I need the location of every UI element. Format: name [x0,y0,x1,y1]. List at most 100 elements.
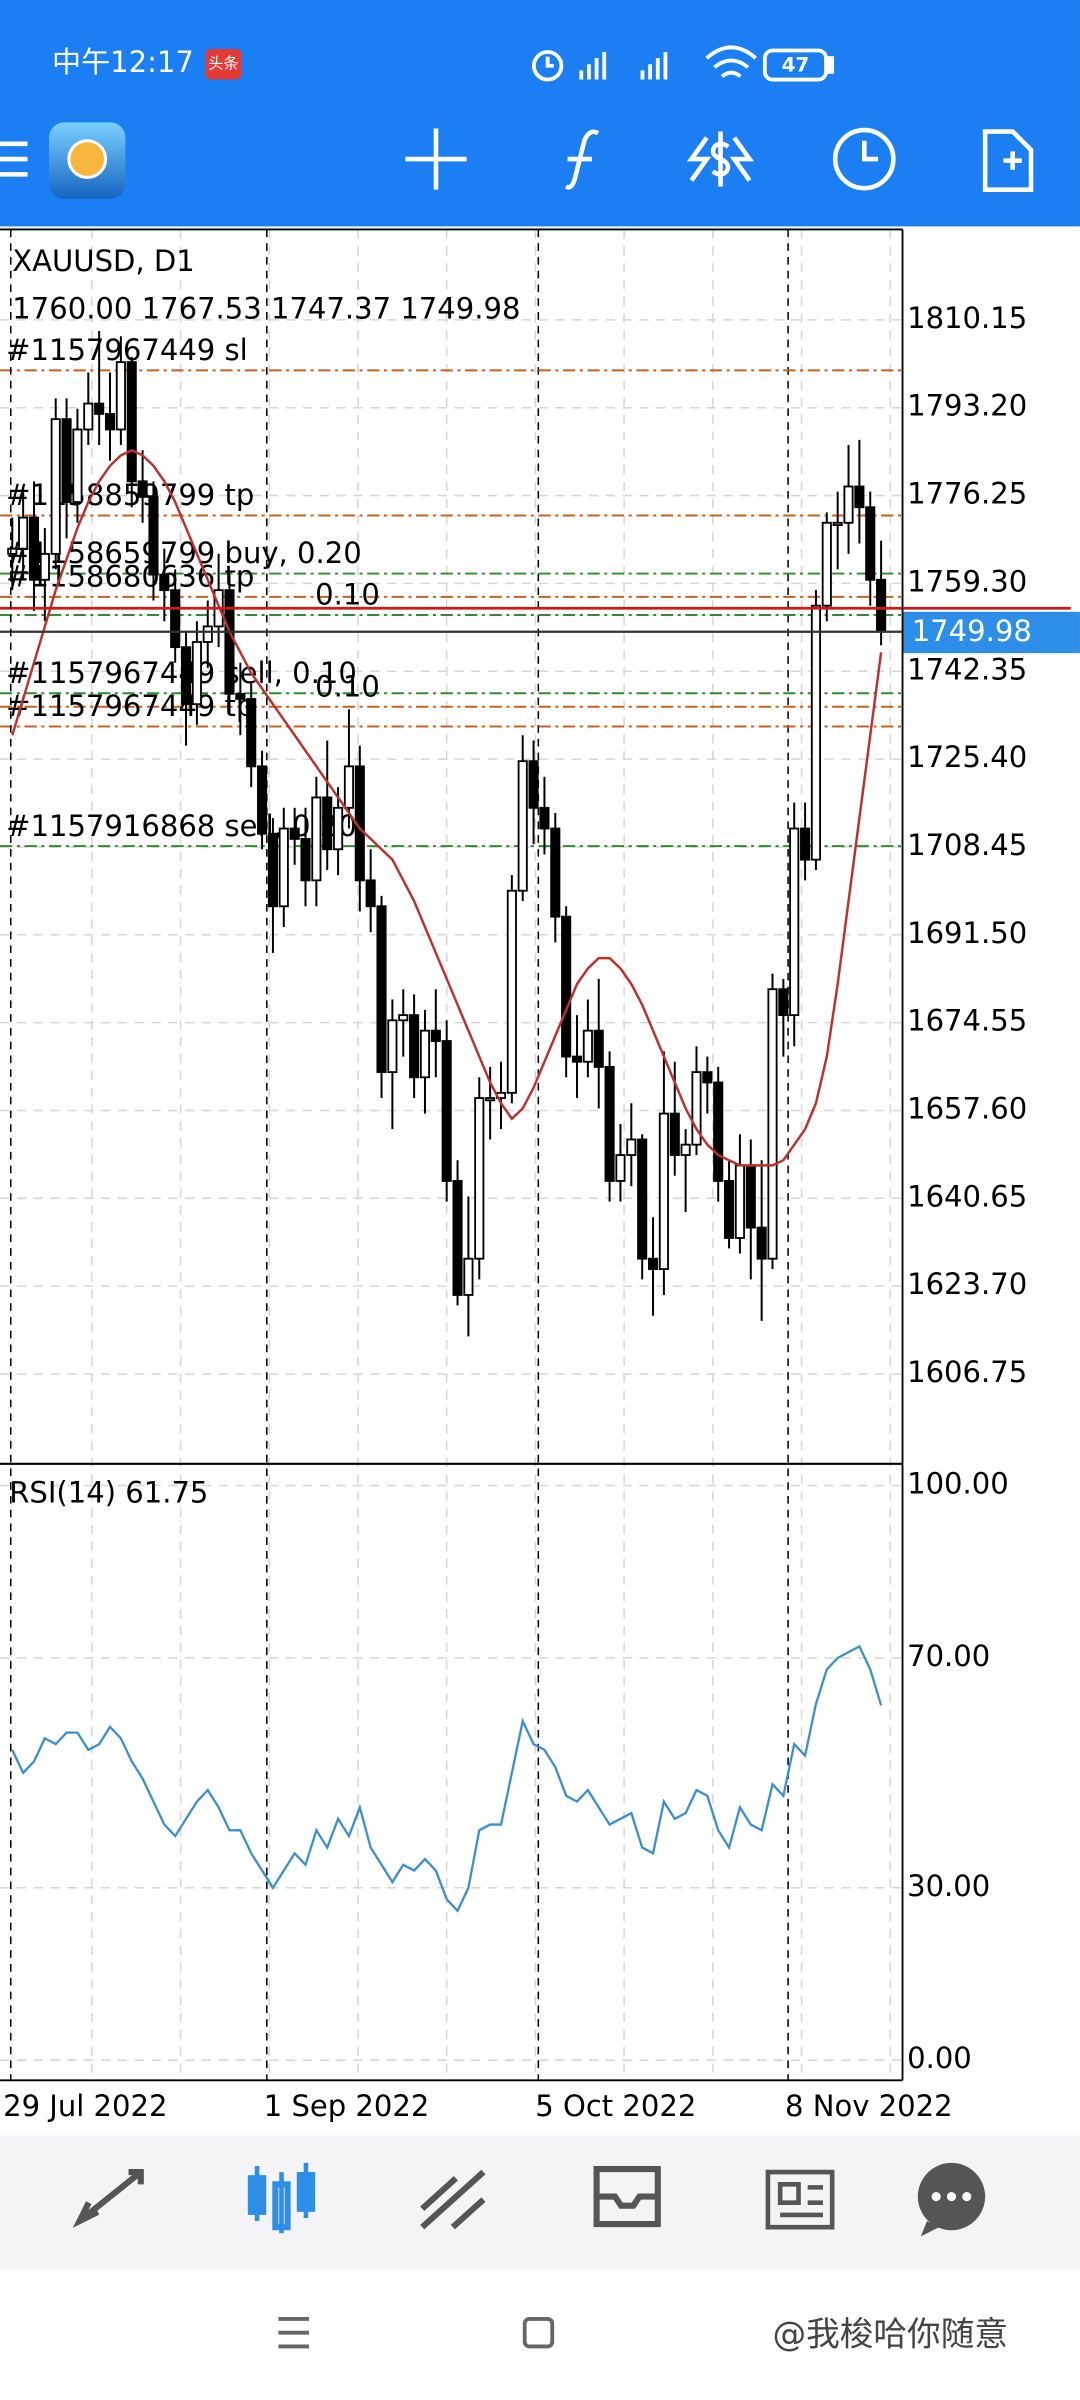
candle-body [311,796,322,882]
symbols-button[interactable] [686,131,755,187]
candle-body [734,1164,745,1239]
candle-body [821,521,832,607]
candle-body [430,1029,441,1042]
candle-body [419,1029,431,1079]
indicator-title: RSI(14) 61.75 [9,1475,208,1509]
news-badge [205,48,242,80]
candle-body [83,402,94,431]
new-order-button[interactable] [405,128,467,190]
y-tick-label: 1708.45 [907,828,1027,862]
y-tick-label: 1776.25 [907,477,1027,511]
candle-body [756,1226,767,1260]
trade-tab[interactable] [420,2169,486,2230]
candle-body [18,516,29,550]
candle-body [810,604,821,861]
chart-tab[interactable] [247,2162,316,2234]
battery-level: 47 [782,53,810,76]
candle-body [800,827,811,861]
candle-body [61,418,72,503]
candle-body [669,1112,680,1156]
watermark: @我梭哈你随意 [773,2314,1008,2353]
candle-body [767,988,778,1260]
candle-body [626,1138,637,1156]
y-tick-label: 1674.55 [907,1004,1027,1038]
nav-home[interactable] [522,2317,555,2349]
candle-body [528,760,539,809]
candle-body [126,361,137,483]
x-tick-label: 5 Oct 2022 [535,2089,696,2123]
candle-body [94,402,105,415]
candle-body [278,827,289,908]
nav-menu[interactable] [278,2317,310,2349]
timeframe-button[interactable] [832,127,896,191]
candle-body [72,428,83,503]
bottom-nav [0,2135,1080,2270]
x-tick-label: 29 Jul 2022 [3,2089,167,2123]
y-tick-label: 1640.65 [907,1179,1027,1213]
candle-body [876,578,887,633]
candle-body [452,1180,463,1296]
y-tick-label: 1657.60 [907,1091,1027,1125]
candle-body [441,1040,452,1182]
candle-body [159,573,170,592]
candle-body [137,480,148,498]
candle-body [506,889,517,1094]
history-tab[interactable] [593,2165,661,2228]
x-tick-label: 8 Nov 2022 [785,2089,953,2123]
candle-body [593,1029,604,1068]
candle-body [267,832,278,908]
candle-body [180,646,192,706]
order-label: #1157916868 sell, 0.20 [6,809,357,843]
candle-body [474,1097,485,1260]
candle-body [615,1154,626,1182]
candle-body [691,1071,702,1146]
indicators-button[interactable] [564,129,600,190]
candle-body [843,485,854,524]
quotes-tab[interactable] [72,2169,144,2228]
candle-body [191,641,202,706]
candle-body [517,760,528,892]
candle-body [485,1097,496,1102]
y-tick-label: 1742.35 [907,652,1027,686]
candle-body [702,1071,713,1084]
candle-body [658,1112,669,1270]
system-nav [278,2317,555,2349]
candle-body [409,1014,420,1079]
x-tick-label: 1 Sep 2022 [264,2089,430,2123]
template-button[interactable] [982,129,1034,192]
toolbar [0,122,1034,199]
bottom-nav-icons [72,2162,986,2237]
candle-body [637,1138,648,1260]
candle-body [257,765,268,835]
bid-label: 1749.98 [912,614,1032,648]
candle-body [398,1014,409,1022]
candle-body [28,516,40,581]
candle-body [582,1029,593,1063]
candle-body [854,485,865,509]
candle-body [224,589,235,695]
candle-body [170,589,181,649]
y-tick-label: 1623.70 [907,1267,1027,1301]
candle-body [104,413,116,431]
chart-symbol: XAUUSD, D1 [12,244,194,278]
candle-body [571,1055,583,1063]
y-tick-label: 0.00 [907,2041,972,2075]
y-tick-label: 100.00 [907,1467,1009,1501]
news-tab[interactable] [765,2169,835,2230]
candle-body [789,827,800,1017]
y-tick-label: 70.00 [907,1639,990,1673]
y-tick-label: 1691.50 [907,916,1027,950]
candle-body [202,625,213,643]
y-tick-label: 1810.15 [907,301,1027,335]
candle-body [713,1081,724,1182]
candle-body [289,827,300,840]
candle-body [300,837,311,882]
candle-body [680,1143,691,1156]
candle-body [322,796,333,851]
menu-button[interactable] [0,141,28,177]
candle-body [343,765,354,809]
status-icons [531,45,835,82]
messages-tab[interactable] [917,2162,986,2237]
candle-body [333,806,344,851]
